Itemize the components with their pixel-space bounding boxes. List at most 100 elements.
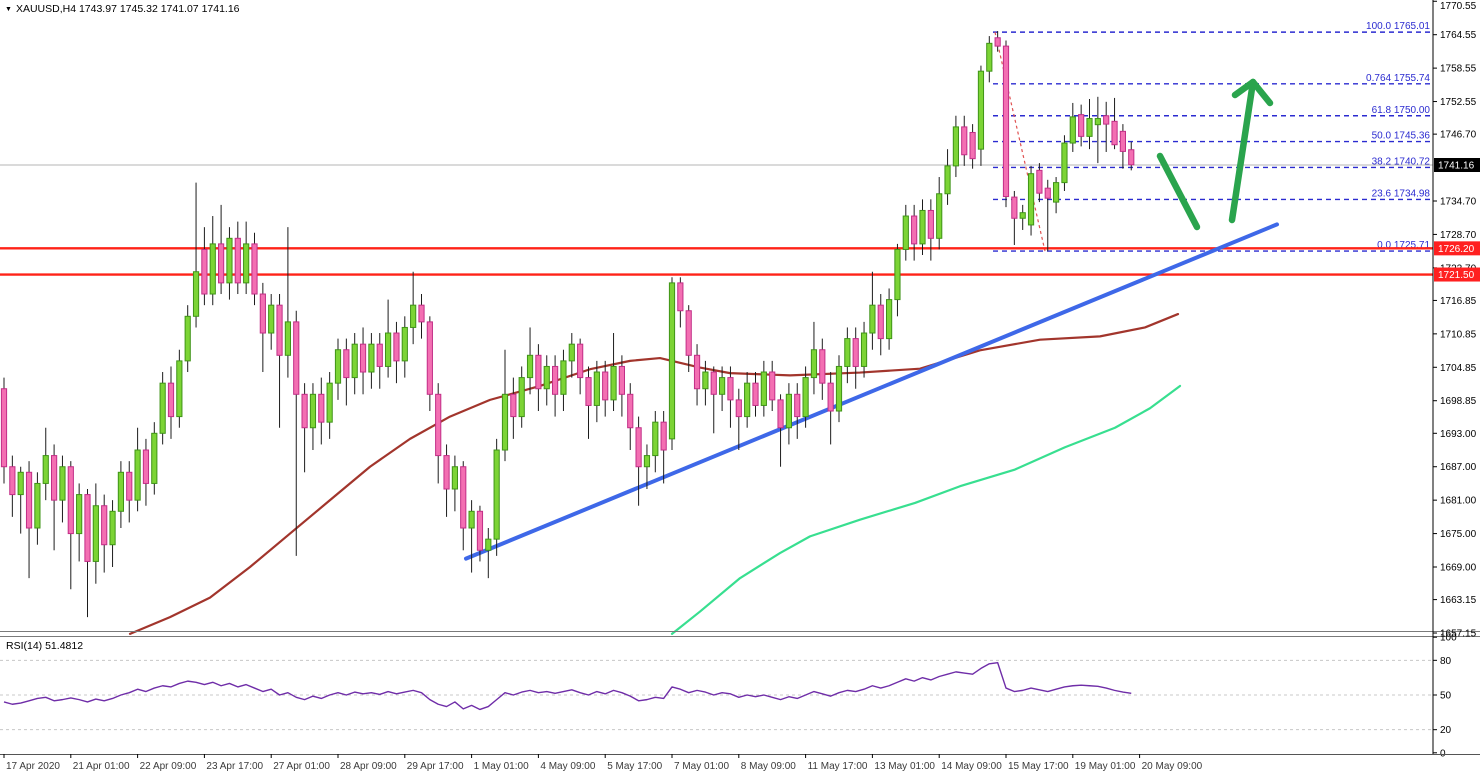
candle-bull (159, 372, 166, 445)
candle-body (1078, 114, 1085, 137)
arrow-segment[interactable] (1156, 152, 1201, 231)
candle-bull (451, 455, 458, 512)
candle-body (585, 377, 592, 406)
candle-body (34, 482, 41, 529)
time-axis[interactable]: 17 Apr 2020 21 Apr 01:00 22 Apr 09:00 23 Ap… (0, 754, 1480, 772)
candle-body (142, 449, 150, 484)
candle-bull (919, 199, 926, 256)
candle-bull (944, 149, 951, 205)
candle-bear (301, 383, 308, 473)
candle-bear (852, 327, 859, 389)
candle-body (877, 304, 884, 340)
candles-layer (0, 31, 1135, 618)
candle-bull (1019, 204, 1026, 230)
candle-body (802, 377, 809, 418)
candle-body (309, 393, 317, 429)
candle-body (518, 377, 525, 418)
candle-body (251, 243, 258, 295)
candle-bull (986, 36, 993, 83)
candle-body (493, 449, 500, 540)
candle-bear (359, 327, 367, 395)
candle-bull (643, 444, 651, 490)
candle-body (410, 304, 417, 328)
candle-body (602, 371, 609, 401)
candle-bull (468, 500, 475, 573)
price-axis[interactable]: 1770.55 1764.55 1758.55 1752.55 1746.70 1734.… (1432, 0, 1480, 759)
candle-bull (1086, 99, 1093, 150)
price-tick-label: 1710.85 (1440, 329, 1477, 340)
rsi-tick-label: 20 (1440, 725, 1452, 736)
price-tick-label: 1728.70 (1440, 230, 1477, 241)
candle-body (1103, 115, 1110, 125)
candle-bull (760, 360, 767, 417)
candle-body (418, 304, 425, 323)
candle-bear (67, 461, 74, 590)
candle-body (209, 243, 216, 295)
drawn-green-arrow[interactable] (1156, 78, 1274, 231)
candle-body (0, 388, 8, 468)
candle-bull (109, 500, 116, 568)
current-price-box: 1741.16 (1434, 158, 1480, 172)
candle-bear (769, 360, 776, 412)
candle-bull (59, 455, 66, 523)
candle-bull (785, 383, 792, 445)
candle-bull (117, 461, 125, 529)
candle-bull (351, 333, 358, 395)
candle-body (844, 338, 851, 367)
rsi-tick-label: 0 (1440, 748, 1446, 759)
candle-body (652, 421, 659, 457)
arrow-head[interactable] (1231, 78, 1274, 107)
candle-bear (443, 444, 450, 517)
date-tick-label: 19 May 01:00 (1075, 761, 1136, 772)
candle-body (485, 538, 492, 551)
candle-body (368, 343, 375, 373)
price-tick-label: 1687.00 (1440, 462, 1477, 473)
candle-bear (961, 115, 968, 166)
candle-bull (543, 355, 550, 406)
candle-bear (201, 227, 208, 306)
candle-body (101, 505, 108, 546)
arrow-segment[interactable] (1228, 78, 1257, 224)
date-tick-label: 14 May 09:00 (941, 761, 1002, 772)
candle-bear (927, 199, 934, 261)
candle-body (1019, 212, 1026, 219)
candle-bear (577, 338, 584, 395)
price-tick-label: 1675.00 (1440, 529, 1477, 540)
candle-bull (593, 360, 600, 423)
candle-bull (652, 411, 659, 473)
rsi-tick-label: 50 (1440, 691, 1452, 702)
price-tick-label: 1693.00 (1440, 429, 1477, 440)
candle-body (927, 209, 934, 239)
candle-bear (126, 461, 133, 523)
candle-body (869, 304, 876, 334)
candle-body (334, 349, 342, 384)
fibonacci-retracement[interactable]: 100.0 1765.01 0.764 1755.74 61.8 1750.00 50… (993, 21, 1433, 252)
price-tick-label: 1734.70 (1440, 196, 1477, 207)
candle-body (117, 471, 125, 512)
price-tick-label: 1764.55 (1440, 30, 1477, 41)
candle-bear (994, 31, 1001, 52)
candle-body (961, 126, 968, 156)
candle-body (401, 326, 408, 362)
candle-body (827, 382, 834, 412)
candle-body (810, 349, 818, 379)
candle-bear (535, 344, 542, 412)
candle-body (92, 505, 99, 562)
price-tick-label: 1752.55 (1440, 97, 1477, 108)
candle-bear (460, 461, 467, 551)
date-tick-label: 7 May 01:00 (674, 761, 729, 772)
fib-level-label: 0.764 1755.74 (1366, 73, 1430, 84)
candle-body (1128, 149, 1135, 166)
rsi-tick-label: 80 (1440, 656, 1452, 667)
ascending-trendline[interactable] (464, 222, 1279, 561)
candle-bull (744, 372, 751, 428)
price-tick-label: 1698.85 (1440, 396, 1477, 407)
candle-body (693, 354, 701, 390)
candle-body (769, 371, 776, 401)
candle-body (385, 332, 392, 367)
candle-body (677, 282, 684, 312)
candle-bear (735, 388, 742, 451)
candle-body (752, 382, 759, 406)
candle-bear (510, 377, 517, 439)
